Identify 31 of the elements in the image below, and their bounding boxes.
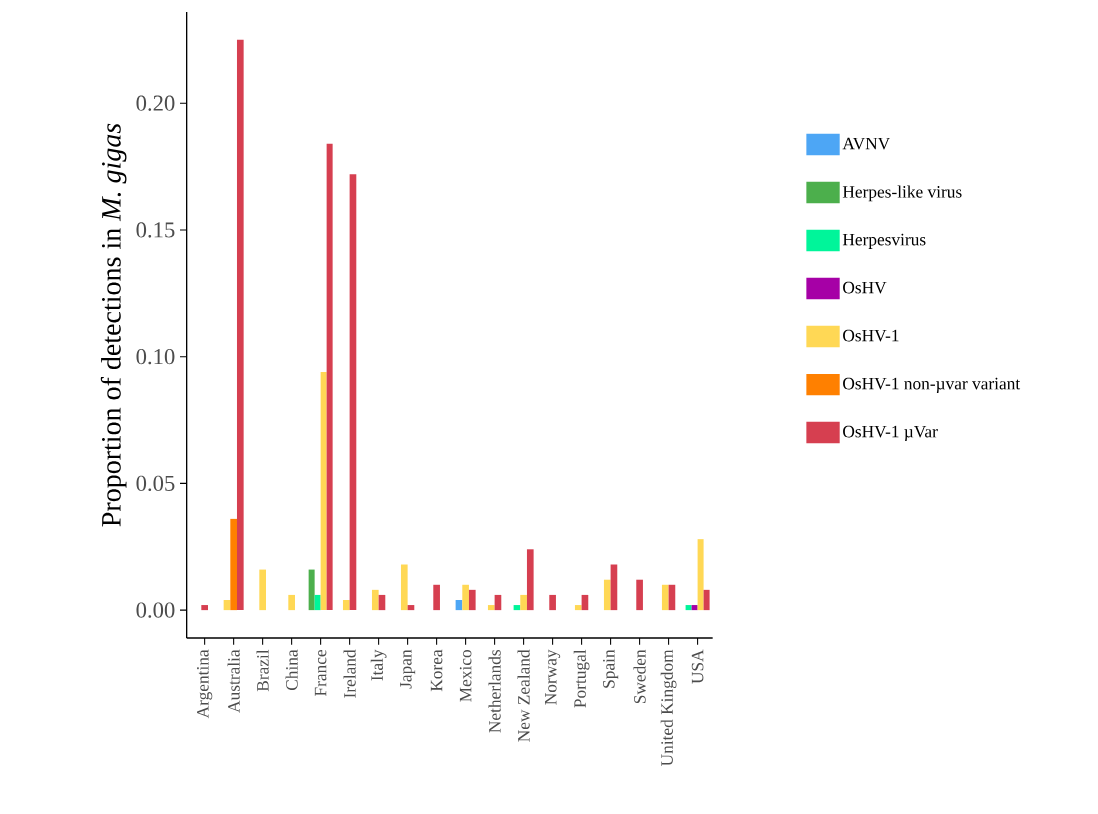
y-tick-label: 0.10: [136, 348, 175, 365]
y-tick-label: 0.20: [136, 95, 175, 111]
x-tick-label: Sweden: [633, 649, 646, 704]
x-tick-label: Japan: [400, 649, 416, 689]
x-tick-label: New Zealand: [517, 649, 530, 742]
x-tick-label: France: [314, 649, 327, 697]
x-tick-label: Portugal: [573, 649, 590, 708]
y-tick-label: 0.15: [136, 222, 175, 238]
y-tick-label: 0.00: [136, 602, 175, 618]
y-axis-title: Proportion of detections in M. gigas: [100, 123, 127, 527]
y-tick-label: 0.05: [136, 475, 175, 492]
x-tick-label: Ireland: [343, 649, 356, 698]
x-tick-label: Australia: [227, 649, 240, 713]
x-tick-label: Argentina: [197, 649, 213, 719]
x-tick-label: Norway: [545, 649, 561, 705]
x-tick-label: Brazil: [256, 649, 269, 692]
x-tick-label: Netherlands: [488, 649, 501, 733]
x-tick-label: Korea: [430, 649, 443, 692]
x-tick-label: Italy: [370, 649, 387, 681]
legend-label: OsHV-1 non-µvar variant: [843, 377, 1021, 393]
legend-label: Herpes-like virus: [842, 185, 962, 202]
legend-label: AVNV: [842, 137, 890, 150]
legend-label: Herpesvirus: [842, 233, 926, 249]
x-tick-label: China: [285, 649, 298, 691]
x-tick-label: USA: [691, 649, 704, 684]
x-tick-label: Mexico: [459, 650, 472, 702]
x-tick-label: United Kingdom: [660, 649, 677, 767]
x-tick-label: Spain: [603, 649, 619, 688]
legend-label: OsHV: [843, 281, 887, 294]
legend-label: OsHV-1: [843, 329, 899, 342]
legend-label: OsHV-1 µVar: [843, 425, 938, 441]
